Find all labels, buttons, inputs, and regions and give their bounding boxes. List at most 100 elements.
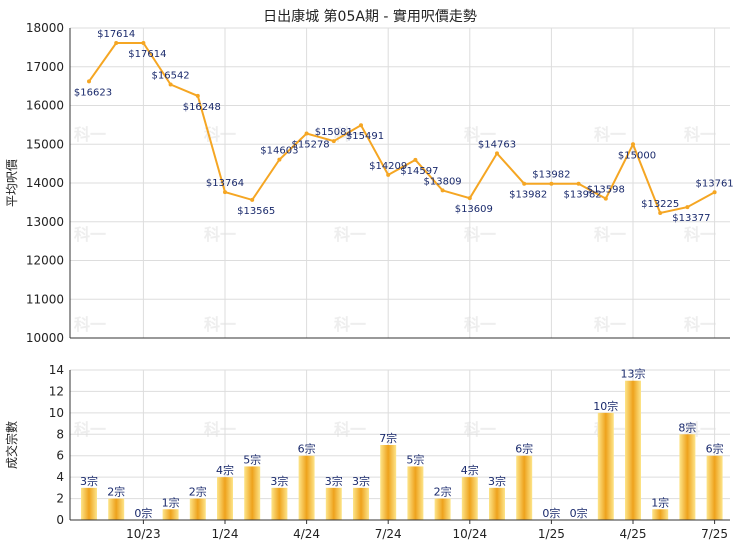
watermark-text: 科一 <box>74 420 106 439</box>
watermark-text: 科一 <box>334 315 366 334</box>
top-ytick-label: 10000 <box>26 331 64 345</box>
count-data-label: 5宗 <box>406 452 424 466</box>
count-bar <box>380 445 397 520</box>
bottom-ytick-label: 2 <box>56 492 64 506</box>
price-data-label: $13764 <box>206 178 244 189</box>
watermark-text: 科一 <box>204 420 236 439</box>
watermark-text: 科一 <box>204 315 236 334</box>
count-data-label: 3宗 <box>325 474 343 488</box>
price-point <box>168 82 173 87</box>
watermark-text: 科一 <box>594 225 626 244</box>
watermark-text: 科一 <box>334 420 366 439</box>
top-ytick-label: 14000 <box>26 176 64 190</box>
count-bar <box>189 498 206 520</box>
count-data-label: 2宗 <box>189 485 207 499</box>
watermark-text: 科一 <box>464 225 496 244</box>
price-data-label: $14603 <box>260 146 298 157</box>
count-bar <box>217 477 233 520</box>
price-data-label: $13982 <box>532 170 570 181</box>
watermark-text: 科一 <box>594 315 626 334</box>
bottom-ytick-label: 8 <box>56 427 64 441</box>
chart-title: 日出康城 第05A期 - 實用呎價走勢 <box>263 9 477 25</box>
xtick-label: 10/23 <box>126 527 161 541</box>
top-ytick-label: 15000 <box>26 137 64 151</box>
count-bar <box>461 477 478 520</box>
bottom-ytick-label: 14 <box>49 363 64 377</box>
price-point <box>114 40 119 45</box>
count-data-label: 0宗 <box>570 506 588 520</box>
bottom-ytick-label: 12 <box>49 384 64 398</box>
top-ytick-label: 13000 <box>26 215 64 229</box>
price-point <box>576 181 581 186</box>
price-point <box>87 79 91 84</box>
watermark-text: 科一 <box>684 225 716 244</box>
line-layer <box>87 40 717 216</box>
xtick-label: 7/24 <box>375 527 402 541</box>
price-point <box>631 142 635 147</box>
grid-layer <box>70 27 730 521</box>
price-data-label: $13982 <box>509 190 547 201</box>
count-bar <box>434 498 451 520</box>
top-ytick-label: 16000 <box>26 99 64 113</box>
count-data-label: 13宗 <box>621 367 646 381</box>
watermark-text: 科一 <box>464 420 496 439</box>
price-data-label: $13565 <box>237 206 275 217</box>
count-bar <box>108 498 125 520</box>
bottom-ytick-label: 10 <box>49 406 64 420</box>
price-data-label: $13982 <box>564 190 602 201</box>
price-point <box>685 205 690 210</box>
count-bar <box>706 455 723 520</box>
count-data-label: 5宗 <box>243 452 261 466</box>
bottom-ylabel: 成交宗數 <box>4 421 19 469</box>
count-bar <box>516 455 533 520</box>
watermark-text: 科一 <box>74 225 106 244</box>
xtick-label: 7/25 <box>701 527 728 541</box>
xtick-label: 4/24 <box>293 527 320 541</box>
price-point <box>250 197 255 202</box>
top-ytick-label: 12000 <box>26 254 64 268</box>
watermark-text: 科一 <box>74 125 106 144</box>
count-bar <box>325 487 342 520</box>
count-data-label: 7宗 <box>379 431 397 445</box>
count-data-label: 2宗 <box>434 485 452 499</box>
count-bar <box>652 509 669 520</box>
bottom-ytick-label: 0 <box>56 513 64 527</box>
count-data-label: 3宗 <box>488 474 506 488</box>
price-point <box>495 151 499 156</box>
price-data-label: $14209 <box>369 161 407 172</box>
count-data-label: 4宗 <box>461 463 479 477</box>
price-data-label: $13809 <box>424 176 462 187</box>
price-data-label: $13377 <box>672 213 710 224</box>
count-data-label: 3宗 <box>270 474 288 488</box>
watermark-text: 科一 <box>334 125 366 144</box>
count-bar <box>407 466 424 520</box>
top-ylabel: 平均呎價 <box>5 159 19 207</box>
price-point <box>277 157 282 162</box>
count-bar <box>489 487 505 520</box>
watermark-text: 科一 <box>684 125 716 144</box>
price-point <box>413 157 418 162</box>
count-bar <box>597 412 614 520</box>
price-point <box>522 181 527 186</box>
price-data-label: $15081 <box>315 127 353 138</box>
watermark-text: 科一 <box>204 125 236 144</box>
top-ytick-label: 18000 <box>26 21 64 35</box>
count-data-label: 6宗 <box>515 442 533 456</box>
price-data-label: $15000 <box>618 150 656 161</box>
top-ytick-label: 11000 <box>26 292 64 306</box>
count-data-label: 0宗 <box>542 506 560 520</box>
count-data-label: 6宗 <box>706 442 724 456</box>
price-data-label: $14763 <box>478 139 516 150</box>
price-point <box>141 40 146 45</box>
price-point <box>331 139 336 144</box>
count-bar <box>244 466 261 520</box>
watermark-text: 科一 <box>594 125 626 144</box>
count-data-label: 3宗 <box>80 474 98 488</box>
watermark-text: 科一 <box>684 315 716 334</box>
xtick-label: 1/25 <box>538 527 565 541</box>
price-data-label: $15278 <box>292 139 330 150</box>
count-bar <box>162 509 179 520</box>
xtick-label: 1/24 <box>212 527 239 541</box>
